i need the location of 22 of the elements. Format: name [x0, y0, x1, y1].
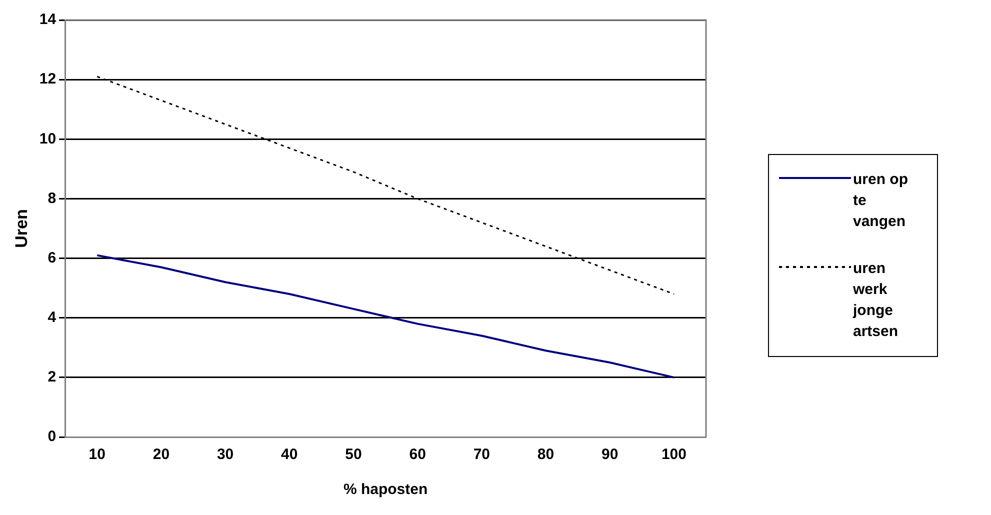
y-tick-label: 10	[39, 130, 56, 148]
x-tick-label: 80	[537, 446, 554, 464]
y-tick-label: 2	[48, 368, 56, 386]
y-tick-label: 6	[48, 249, 56, 266]
x-tick-label: 100	[661, 446, 686, 464]
x-tick-label: 20	[152, 446, 170, 464]
x-axis-title: % haposten	[343, 481, 428, 498]
y-tick-label: 14	[39, 11, 57, 28]
x-tick-label: 90	[602, 446, 618, 464]
legend-label: uren op te vangen	[853, 170, 909, 232]
y-tick-label: 12	[39, 70, 56, 88]
x-tick-label: 70	[473, 446, 490, 464]
x-tick-label: 50	[345, 446, 362, 464]
y-tick-label: 4	[48, 309, 57, 326]
y-tick-label: 0	[48, 428, 56, 446]
y-axis-title: Uren	[12, 209, 31, 248]
x-tick-label: 10	[88, 446, 106, 464]
legend-label: uren werk jonge artsen	[853, 259, 900, 342]
x-tick-label: 60	[409, 446, 426, 464]
x-tick-label: 40	[281, 446, 298, 464]
y-tick-label: 8	[48, 190, 56, 207]
x-tick-label: 30	[216, 446, 234, 464]
